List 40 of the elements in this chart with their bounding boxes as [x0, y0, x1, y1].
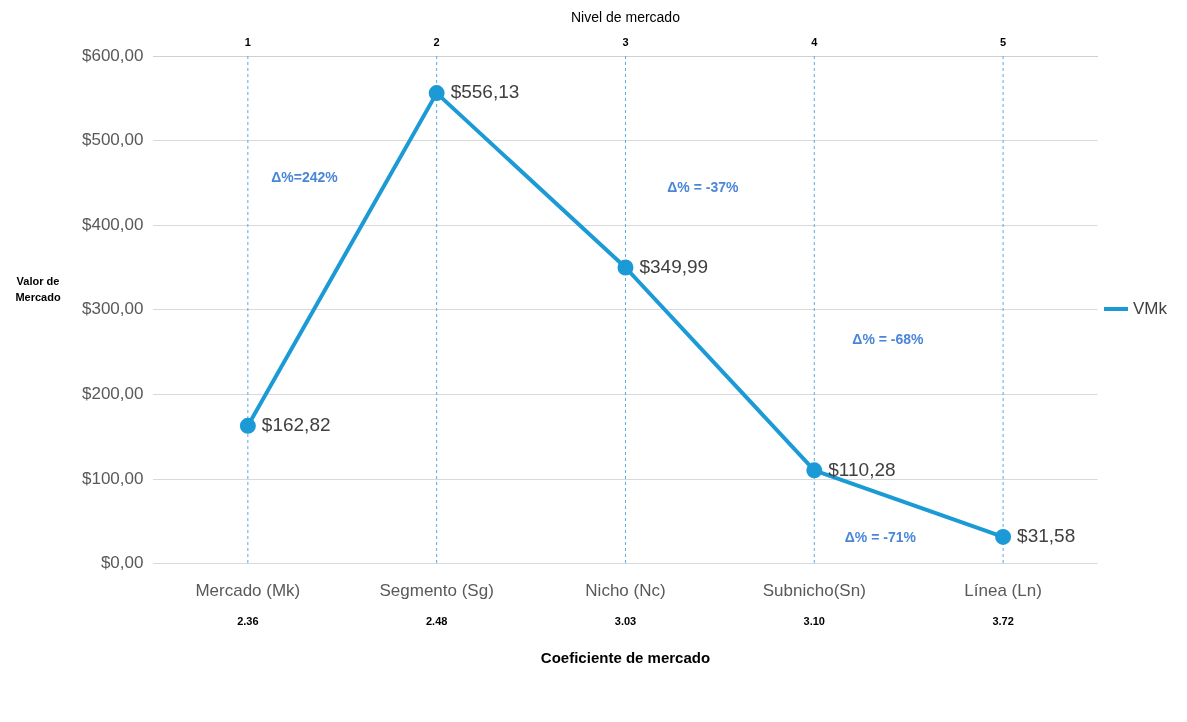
data-label: $162,82 — [261, 414, 331, 436]
text: 2.48 — [425, 614, 448, 627]
point — [806, 462, 823, 479]
y-tick-label: $500,00 — [82, 130, 144, 150]
annotation: Δ% = -71% — [844, 529, 917, 546]
x-axis-title: Coeficiente de mercado — [540, 648, 711, 666]
x-tick-label: Subnicho(Sn) — [762, 581, 866, 601]
point — [617, 259, 634, 276]
y-tick-label: $100,00 — [82, 468, 144, 488]
text: 2.36 — [237, 614, 259, 627]
x-tick-label: Segmento (Sg) — [379, 581, 494, 601]
x2-tick-label: 3 — [622, 36, 629, 49]
x2-tick-label: 1 — [244, 36, 251, 49]
annotation: Δ%=242% — [271, 168, 339, 185]
y-tick-label: $200,00 — [82, 384, 144, 404]
x-tick-label: Mercado (Mk) — [195, 581, 301, 601]
legend-label: VMk — [1133, 298, 1168, 318]
text: 3.03 — [614, 614, 637, 627]
annotation: Δ% = -37% — [667, 178, 740, 195]
annotation: Δ% = -68% — [852, 331, 925, 348]
y-tick-label: $300,00 — [82, 299, 144, 319]
text: 3.72 — [992, 614, 1014, 627]
point — [239, 417, 256, 434]
x2-tick-label: 4 — [811, 36, 819, 49]
x-tick-label: Línea (Ln) — [964, 581, 1042, 601]
y-axis-title: Valor de Mercado — [15, 274, 61, 303]
data-label: $110,28 — [828, 458, 896, 480]
data-label: $31,58 — [1017, 525, 1076, 547]
data-label: $556,13 — [450, 81, 520, 103]
point — [428, 85, 445, 102]
y-tick-label: $600,00 — [82, 45, 144, 65]
x2-tick-label: 5 — [1000, 36, 1007, 49]
point — [995, 528, 1012, 545]
x2-tick-label: 2 — [433, 36, 440, 49]
text: 3.10 — [803, 614, 825, 627]
y-tick-label: $400,00 — [82, 214, 144, 234]
data-label: $349,99 — [639, 255, 709, 277]
x2-axis-title: Nivel de mercado — [571, 9, 681, 26]
x-tick-label: Nicho (Nc) — [585, 581, 666, 601]
y-tick-label: $0,00 — [100, 553, 144, 573]
